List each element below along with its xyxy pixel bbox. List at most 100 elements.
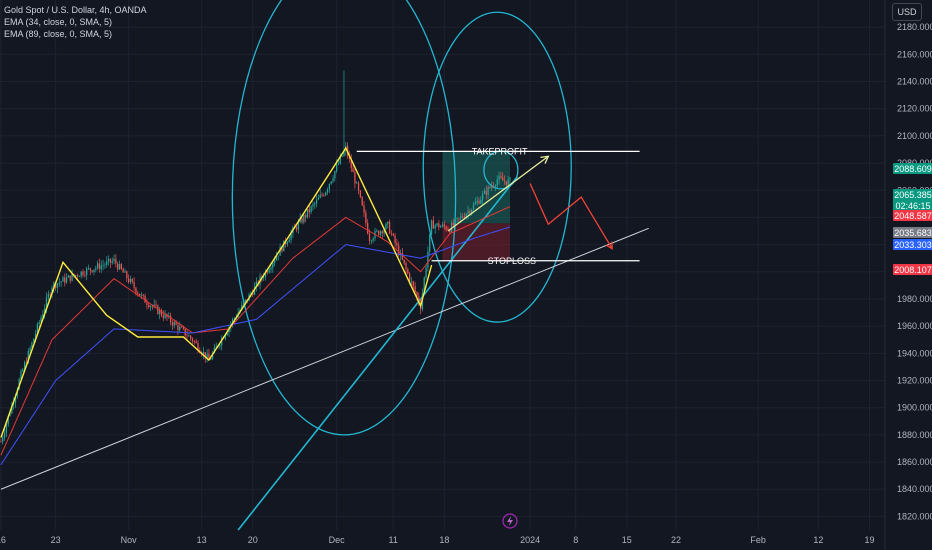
candle-body [270, 267, 272, 270]
candle-body [326, 189, 329, 193]
candle-body [11, 404, 13, 414]
candle-body [317, 197, 320, 200]
candle-body [204, 351, 206, 359]
candle-body [308, 209, 310, 213]
candle-body [213, 347, 216, 353]
candle-body [275, 256, 278, 261]
candle-body [180, 326, 183, 328]
candle-body [383, 229, 385, 234]
candle-body [252, 293, 254, 295]
candle-body [491, 186, 493, 188]
candle-body [78, 276, 81, 278]
fib-ray [237, 176, 518, 531]
candle-body [461, 216, 464, 218]
candle-body [118, 264, 121, 270]
price-tick-label: 2100.000 [897, 131, 932, 141]
ema-89-legend[interactable]: EMA (89, close, 0, SMA, 5) [4, 29, 113, 39]
candle-body [153, 304, 155, 307]
candle-body [96, 263, 99, 268]
time-tick-label: Dec [329, 535, 346, 545]
candle-body [281, 247, 283, 252]
price-tick-label: 1920.000 [897, 376, 932, 386]
time-tick-label: 11 [389, 535, 398, 545]
candle-body [244, 299, 247, 303]
currency-button[interactable]: USD [892, 3, 922, 21]
candle-body [286, 242, 289, 245]
time-tick-label: 18 [439, 535, 449, 545]
price-tick-label: 1820.000 [897, 511, 932, 521]
candle-body [155, 304, 157, 306]
candle-body [31, 342, 33, 348]
candle-body [410, 281, 413, 283]
candle-body [151, 306, 154, 307]
candle-body [425, 267, 427, 278]
candle-body [443, 224, 445, 227]
lightning-icon[interactable] [502, 513, 518, 529]
candle-body [202, 351, 205, 355]
candle-body [483, 190, 486, 194]
candle-body [146, 302, 148, 305]
candle-body [314, 203, 316, 205]
candle-body [263, 277, 265, 278]
time-tick-label: 16 [0, 535, 6, 545]
candle-body [502, 177, 504, 181]
fib-circle-medium [422, 11, 572, 323]
candle-body [49, 293, 51, 295]
fib-circle-large [231, 0, 457, 436]
price-tag-ema34 [893, 210, 932, 221]
candle-body [76, 275, 79, 277]
candle-body [288, 239, 290, 243]
time-axis[interactable]: 16 23 Nov 13 20 Dec 11 18 2024 8 15 22 Feb 12 19 [0, 535, 874, 545]
candle-body [432, 220, 435, 229]
candle-body [509, 178, 511, 180]
stoploss-label: STOPLOSS [488, 256, 536, 266]
candle-body [334, 171, 336, 179]
candle-body [148, 304, 150, 308]
candle-body [169, 315, 172, 323]
candle-body [266, 271, 268, 273]
candle-body [14, 395, 17, 403]
candle-body [164, 314, 166, 318]
projection-path [529, 183, 613, 250]
candle-body [7, 415, 9, 425]
candle-body [427, 251, 429, 268]
candle-body [120, 264, 122, 269]
candle-body [60, 281, 62, 283]
candle-body [394, 235, 396, 244]
candle-body [341, 155, 343, 157]
overlay-drawings: TAKEPROFIT STOPLOSS [0, 146, 640, 438]
candle-body [0, 441, 2, 443]
trend-line [0, 227, 649, 490]
symbol-title[interactable]: Gold Spot / U.S. Dollar, 4h, OANDA [4, 5, 147, 15]
candle-body [277, 255, 279, 257]
drawing-lines [0, 176, 649, 531]
candle-body [232, 319, 234, 324]
candle-body [2, 437, 4, 442]
candle-body [321, 194, 323, 196]
candle-body [115, 258, 117, 264]
price-tick-label: 2120.000 [897, 104, 932, 114]
price-tag-stoploss-value: 2008.107 [894, 265, 932, 275]
candle-body [133, 282, 135, 288]
candle-body [149, 306, 152, 308]
candle-body [469, 210, 471, 214]
candle-body [372, 238, 374, 241]
price-tag-ema89 [893, 239, 932, 250]
time-tick-label: 20 [248, 535, 258, 545]
price-tick-label: 1860.000 [897, 457, 932, 467]
candle-body [80, 271, 82, 277]
candle-body [182, 327, 185, 329]
risk-reward-zones [442, 151, 511, 261]
ema-34-legend[interactable]: EMA (34, close, 0, SMA, 5) [4, 17, 113, 27]
grid-lines [0, 0, 885, 530]
candle-body [494, 185, 497, 187]
candle-body [124, 271, 126, 273]
candle-body [64, 277, 66, 283]
lightning-icon-bolt [507, 516, 513, 526]
candle-body [226, 332, 228, 336]
candle-body [69, 275, 71, 281]
candle-body [100, 265, 102, 270]
candle-body [84, 274, 86, 276]
candle-body [162, 315, 164, 318]
